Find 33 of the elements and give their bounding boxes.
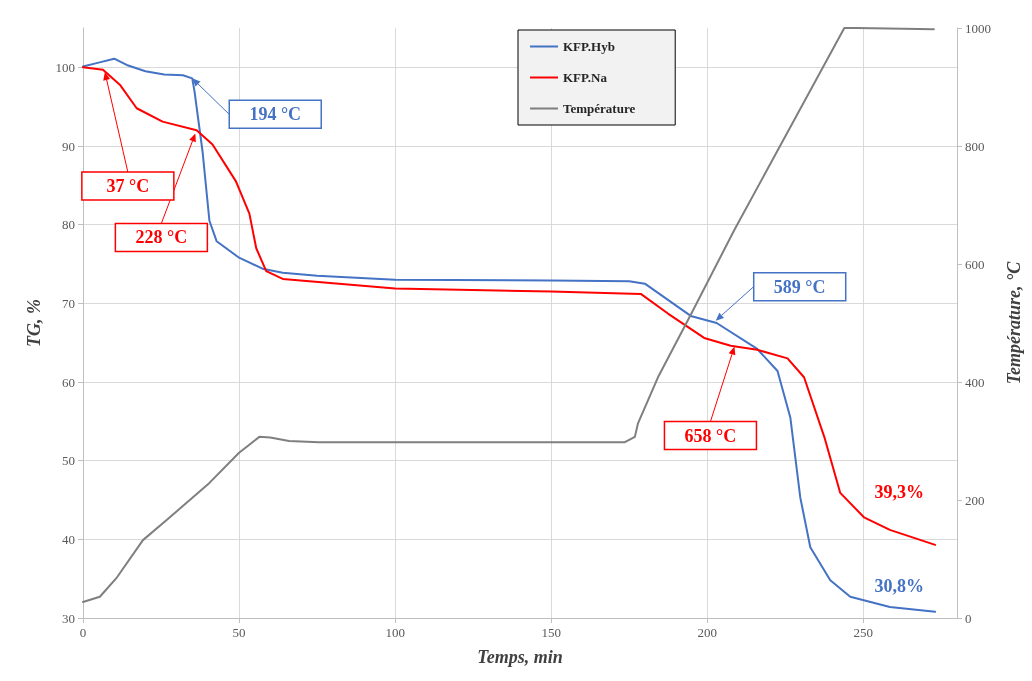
x-axis-title: Temps, min [477, 647, 563, 667]
y-tick-label: 80 [62, 217, 75, 233]
y-tick-label: 100 [55, 59, 75, 75]
annotation: 39,3% [874, 481, 924, 502]
x-tick-label: 250 [853, 625, 874, 640]
annotation: 228 °C [135, 227, 188, 248]
annotation: 658 °C [684, 425, 737, 446]
y-tick-label: 90 [62, 138, 75, 154]
legend-label: KFP.Hyb [563, 39, 615, 54]
x-tick-label: 50 [232, 625, 246, 640]
y2-tick-label: 0 [965, 610, 972, 626]
y2-axis-title: Température, °C [1004, 260, 1024, 385]
annotation: 194 °C [249, 104, 302, 125]
x-tick-label: 200 [697, 625, 718, 640]
annotation: 589 °C [773, 276, 826, 297]
y2-tick-label: 800 [965, 138, 985, 154]
x-tick-label: 0 [79, 625, 87, 640]
y2-tick-label: 400 [965, 374, 985, 390]
y-axis-title: TG, % [24, 299, 44, 347]
annotation: 30,8% [874, 575, 924, 596]
y-tick-label: 40 [62, 531, 75, 547]
y2-tick-label: 1000 [965, 20, 991, 36]
y-tick-label: 30 [62, 610, 75, 626]
legend-label: KFP.Na [563, 70, 608, 85]
x-tick-label: 150 [541, 625, 561, 640]
y2-tick-label: 600 [965, 256, 985, 272]
legend-label: Température [563, 101, 636, 116]
y2-tick-label: 200 [965, 492, 985, 508]
y-tick-label: 60 [62, 374, 75, 390]
y-tick-label: 50 [62, 453, 75, 469]
annotation: 37 °C [106, 176, 150, 197]
y-tick-label: 70 [62, 295, 75, 311]
x-tick-label: 100 [385, 625, 405, 640]
